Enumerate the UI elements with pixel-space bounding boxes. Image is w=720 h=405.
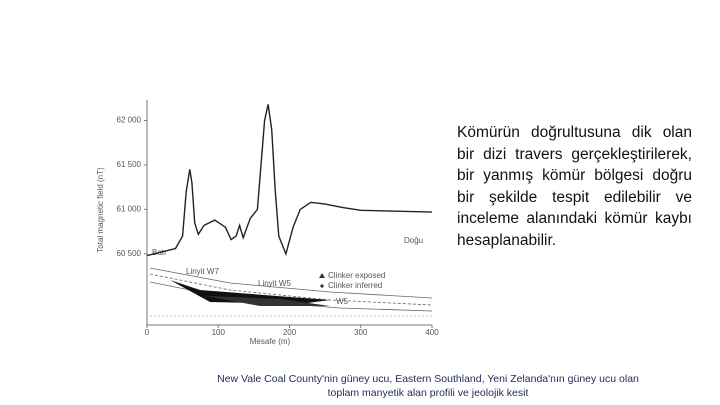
annotation: Linyit W5 [258,279,291,288]
caption-line: toplam manyetik alan profili ve jeolojik… [327,387,529,399]
paragraph: Kömürün doğrultusuna dik olan bir dizi t… [457,124,692,249]
annotation: Doğu [404,236,423,245]
y-tick-label: 62 000 [117,116,142,125]
caption-line: New Vale Coal County'nin güney ucu, East… [217,373,639,385]
profile-line [146,104,433,257]
x-tick-label: 300 [354,328,368,337]
annotation: Linyit W7 [186,267,219,276]
y-tick-label: 60 500 [117,249,142,258]
cross-section [149,267,433,317]
x-tick-label: 0 [145,328,150,337]
legend-label: Clinker inferred [328,281,382,290]
y-axis-label: Total magnetic field (nT) [96,167,105,253]
x-tick-label: 400 [425,328,439,337]
caption: New Vale Coal County'nin güney ucu, East… [198,372,658,400]
legend-label: Clinker exposed [328,271,385,280]
x-tick-label: 100 [212,328,226,337]
x-tick-label: 200 [283,328,297,337]
annotation: W5 [336,297,349,306]
y-tick-label: 61 500 [117,160,142,169]
y-tick-label: 61 000 [117,204,142,213]
x-axis-label: Mesafe (m) [250,337,291,346]
